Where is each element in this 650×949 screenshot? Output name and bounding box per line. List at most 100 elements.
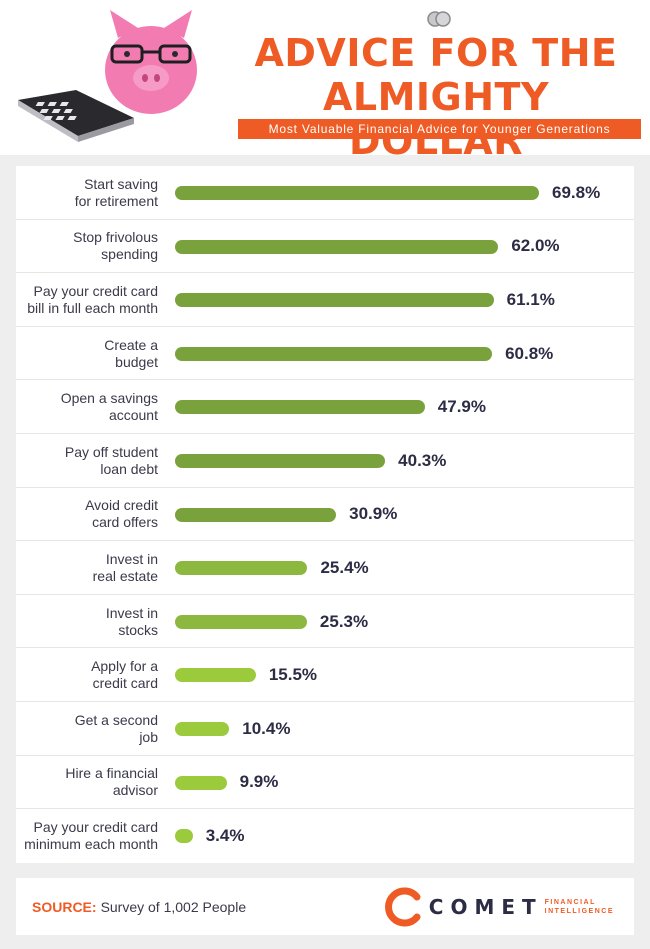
category-label-line: Start saving (84, 175, 158, 192)
bar (175, 346, 493, 361)
row-divider (16, 486, 634, 488)
bar (175, 293, 494, 308)
chart-row: Get a second job 10.4% (16, 702, 634, 756)
calculator-illustration (18, 90, 134, 142)
category-label-line: loan debt (100, 460, 158, 477)
category-label-line: Avoid credit (85, 497, 158, 514)
value-label: 61.1% (506, 289, 555, 309)
title-line-1: ADVICE FOR THE (254, 31, 618, 75)
category-label-line: Open a savings (60, 390, 158, 407)
source-label: SOURCE: (32, 898, 97, 915)
category-label-line: bill in full each month (27, 299, 158, 316)
chart-row: Apply for a credit card 15.5% (16, 648, 634, 702)
value-label: 30.9% (349, 504, 398, 524)
category-label: Apply for a credit card (8, 648, 158, 702)
bar-chart: Start saving for retirement 69.8% Stop friv… (16, 166, 634, 863)
category-label: Start saving for retirement (8, 166, 158, 220)
category-label: Avoid credit card offers (8, 488, 158, 542)
category-label-text: Invest in real estate (93, 551, 158, 585)
value-label: 9.9% (239, 772, 279, 792)
category-label-text: Get a second job (75, 712, 158, 746)
bar (175, 668, 256, 683)
category-label-line: card offers (92, 514, 158, 531)
category-label-text: Invest in stocks (106, 605, 158, 639)
footer: SOURCE: Survey of 1,002 People COMET FIN… (16, 878, 634, 935)
category-label-text: Create a budget (104, 337, 158, 371)
category-label: Invest in stocks (8, 595, 158, 649)
category-label: Pay your credit card bill in full each mo… (8, 273, 158, 327)
row-divider (16, 272, 634, 274)
bar (175, 829, 193, 844)
bar (175, 561, 308, 576)
row-divider (16, 379, 634, 381)
category-label-text: Stop frivolous spending (73, 229, 158, 263)
row-divider (16, 218, 634, 220)
comet-logo-icon (384, 887, 421, 927)
chart-row: Avoid credit card offers 30.9% (16, 488, 634, 542)
row-divider (16, 593, 634, 595)
category-label: Hire a financial advisor (8, 756, 158, 810)
row-divider (16, 540, 634, 542)
row-divider (16, 808, 634, 810)
chart-row: Pay your credit card bill in full each mo… (16, 273, 634, 327)
bar (175, 775, 227, 790)
value-label: 40.3% (398, 450, 447, 470)
category-label-text: Pay off student loan debt (65, 444, 158, 478)
category-label-line: Invest in (105, 550, 158, 567)
category-label: Get a second job (8, 702, 158, 756)
value-label: 47.9% (437, 397, 486, 417)
category-label-line: Pay your credit card (33, 282, 159, 299)
category-label-text: Pay your credit card minimum each month (24, 819, 158, 853)
bar (175, 186, 539, 200)
category-label-line: budget (115, 353, 158, 370)
category-label-line: Get a second (74, 711, 158, 728)
brand-name: COMET (428, 895, 543, 919)
value-label: 25.4% (320, 557, 369, 577)
category-label-line: advisor (112, 782, 158, 799)
category-label-line: job (139, 728, 158, 745)
category-label-line: for retirement (74, 192, 158, 209)
coins-icon (427, 11, 451, 27)
category-label-text: Start saving for retirement (75, 176, 158, 210)
category-label-line: Create a (104, 336, 158, 353)
header: ADVICE FOR THE ALMIGHTY DOLLAR Most Valu… (0, 0, 650, 163)
category-label: Open a savings account (8, 380, 158, 434)
brand-sub-line-2: INTELLIGENCE (544, 908, 614, 915)
subtitle-banner: Most Valuable Financial Advice for Young… (238, 119, 641, 139)
row-divider (16, 432, 634, 434)
category-label: Invest in real estate (8, 541, 158, 595)
category-label: Pay off student loan debt (8, 434, 158, 488)
category-label-line: Apply for a (91, 658, 158, 675)
bar (175, 614, 307, 629)
category-label-line: account (108, 407, 158, 424)
bar (175, 454, 386, 468)
category-label-line: Hire a financial (65, 765, 158, 782)
value-label: 62.0% (511, 236, 560, 256)
category-label-line: Stop frivolous (73, 229, 158, 246)
category-label: Pay your credit card minimum each month (8, 809, 158, 863)
value-label: 10.4% (242, 718, 291, 738)
row-divider (16, 700, 634, 702)
row-divider (16, 754, 634, 756)
piggy-bank-illustration (105, 10, 197, 114)
category-label: Stop frivolous spending (8, 220, 158, 274)
row-divider (16, 647, 634, 649)
chart-row: Pay your credit card minimum each month 3.… (16, 809, 634, 863)
chart-row: Hire a financial advisor 9.9% (16, 756, 634, 810)
value-label: 69.8% (552, 182, 601, 202)
source-text: Survey of 1,002 People (100, 898, 247, 915)
bar (175, 722, 230, 736)
chart-row: Open a savings account 47.9% (16, 380, 634, 434)
value-label: 3.4% (205, 825, 245, 845)
brand-logo: COMET FINANCIAL INTELLIGENCE (383, 886, 614, 928)
category-label: Create a budget (8, 327, 158, 381)
chart-row: Invest in real estate 25.4% (16, 541, 634, 595)
value-label: 15.5% (268, 665, 318, 685)
category-label-line: minimum each month (24, 835, 158, 852)
bar (175, 400, 425, 415)
category-label-text: Avoid credit card offers (85, 497, 158, 531)
value-label: 60.8% (505, 343, 554, 363)
category-label-line: Pay your credit card (33, 818, 159, 835)
category-label-line: credit card (92, 675, 158, 692)
value-label: 25.3% (319, 611, 369, 631)
